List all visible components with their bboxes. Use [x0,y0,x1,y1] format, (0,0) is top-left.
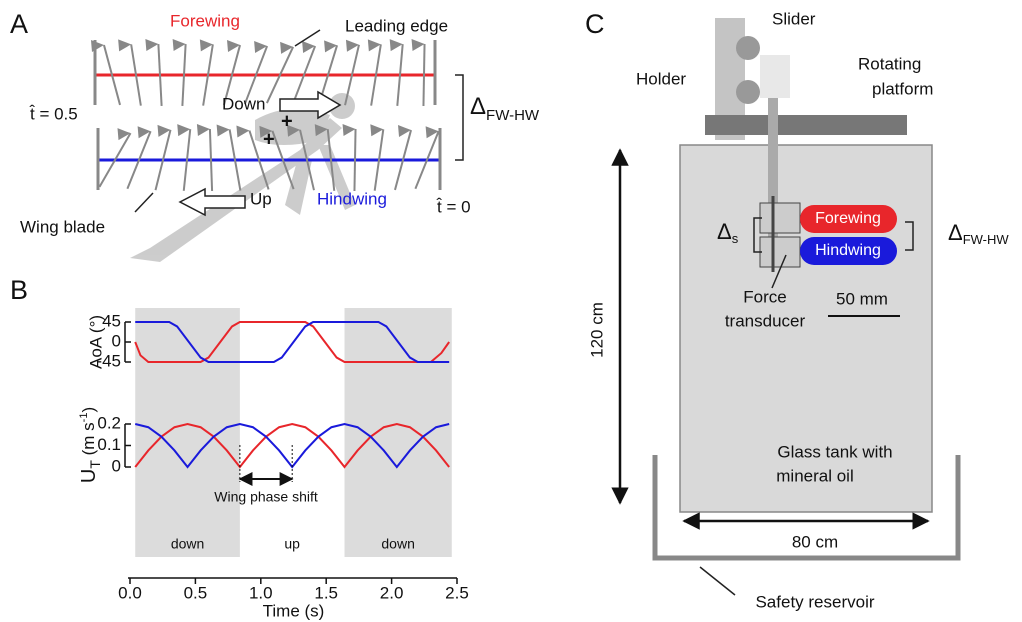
panel-letter: A [10,9,28,39]
flag-tip [118,39,131,51]
wing-flag [423,44,424,106]
y-label-part: U [78,469,100,483]
flag-tip [236,126,249,138]
transducer-label: Force [743,287,786,306]
phase-band [345,308,452,557]
y-label-part: ) [79,407,98,413]
delta-symbol: Δ [717,219,732,244]
slider-label: Slider [772,9,816,28]
flag-tip [370,124,383,136]
slider-wheel [736,36,760,60]
width-label: 80 cm [792,532,838,551]
flag-tip [200,39,213,51]
flag-tip [390,39,403,51]
delta-sub: s [732,231,739,246]
flag-tip [145,39,158,51]
flag-tip [177,124,190,136]
page: A Forewing Leading edge t̂ = 0.5 Down ΔF… [0,0,1022,622]
slider-block [760,55,790,98]
plus-mark: + [263,128,275,150]
y-tick-label: 0.2 [97,413,121,432]
flag-tip [173,39,186,51]
wing-flags [91,39,439,191]
scale-label: 50 mm [836,289,888,308]
x-tick-label: 1.0 [249,583,273,602]
x-axis-label: Time (s) [263,601,325,620]
flag-tip [217,124,230,136]
y-tick-label: 0.1 [97,435,121,454]
y-axis-label: AoA (°) [86,315,105,369]
time-label: t̂ = 0 [436,197,470,216]
figure: A Forewing Leading edge t̂ = 0.5 Down ΔF… [0,0,1022,622]
flag-tip [343,124,356,136]
panel-letter: B [10,275,28,305]
phase-shift-label: Wing phase shift [214,489,318,505]
wing-flag [354,129,355,191]
pointer [700,567,735,595]
delta-label: ΔFW-HW [948,220,1009,248]
phase-label: down [171,536,204,552]
y-tick-label: 0 [112,331,121,350]
delta-sub: FW-HW [963,232,1010,247]
y-label-part: (m s [79,422,98,460]
x-tick-label: 2.0 [380,583,404,602]
tank-label: mineral oil [776,466,853,485]
plus-mark: + [281,110,293,132]
tank-label: Glass tank with [777,442,892,461]
transducer-body [760,237,800,267]
x-tick-label: 2.5 [445,583,469,602]
phase-band [135,308,240,557]
leading-edge-label: Leading edge [345,16,448,35]
time-label: t̂ = 0.5 [29,104,78,123]
holder-label: Holder [636,69,686,88]
flag-tip [412,39,425,51]
up-label: Up [250,189,272,208]
delta-label: ΔFW-HW [470,93,540,124]
forewing-label: Forewing [170,11,240,30]
phase-label: up [284,536,300,552]
pointer [135,193,153,212]
x-tick-label: 0.5 [184,583,208,602]
phase-label: down [381,536,414,552]
bracket [455,75,463,160]
x-tick-label: 0.0 [118,583,142,602]
reservoir-label: Safety reservoir [755,592,874,611]
hindwing-label: Hindwing [317,189,387,208]
x-tick-label: 1.5 [314,583,338,602]
flag-tip [368,39,381,51]
delta-symbol: Δ [470,93,486,120]
wing-blade-label: Wing blade [20,217,105,236]
delta-sub: FW-HW [486,107,540,124]
height-label: 120 cm [587,302,606,358]
flag-tip [197,124,210,136]
wing-flag [210,129,212,191]
forewing-label: Forewing [815,210,881,227]
platform-label: platform [872,79,933,98]
dragonfly [130,93,355,262]
slider-wheel [736,80,760,104]
y-tick-label: 0 [112,456,121,475]
transducer-label: transducer [725,311,806,330]
transducer-body [760,203,800,233]
down-label: Down [222,94,265,113]
delta-symbol: Δ [948,220,963,245]
y-label-part: -1 [78,413,90,423]
flag-tip [91,40,104,52]
rotating-platform [705,115,907,135]
hindwing-label: Hindwing [815,242,881,259]
panel-letter: C [585,9,605,39]
platform-label: Rotating [858,54,921,73]
